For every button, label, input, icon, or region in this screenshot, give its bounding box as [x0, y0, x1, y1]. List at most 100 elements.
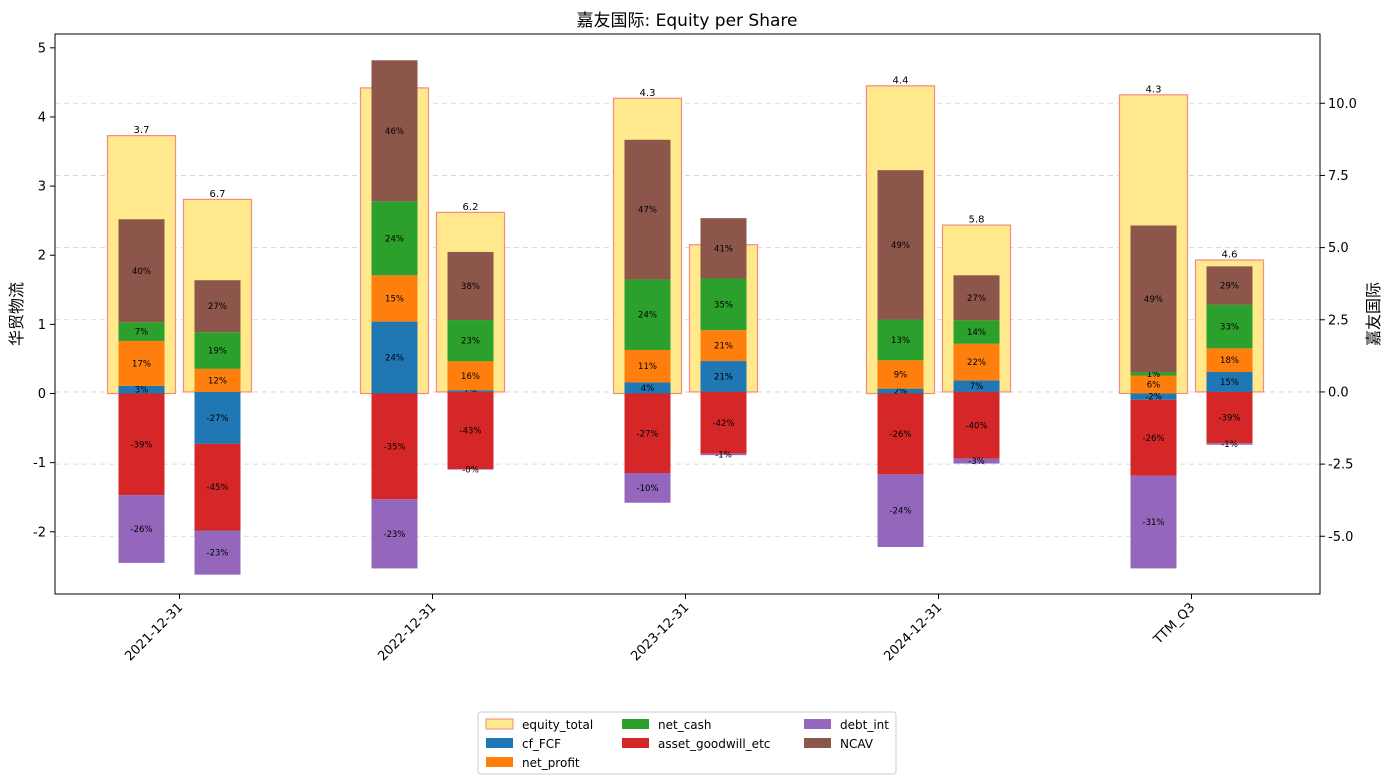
net_profit-pct-label-left-4: 6%: [1147, 381, 1161, 391]
NCAV-segment-left-2: [624, 139, 671, 280]
net_cash-pct-label-right-0: 19%: [208, 347, 227, 357]
equity-total-label-right-0: 6.7: [210, 189, 226, 200]
cf_FCF-pct-label-right-4: 15%: [1220, 378, 1239, 388]
legend-swatch-net_cash: [622, 719, 649, 729]
net_cash-segment-left-3: [877, 319, 924, 361]
NCAV-pct-label-right-2: 41%: [714, 244, 733, 254]
asset_goodwill_etc-pct-label-right-3: -40%: [966, 421, 988, 431]
left-tick-label: 1: [38, 318, 46, 333]
cf_FCF-pct-label-right-2: 21%: [714, 372, 733, 382]
asset_goodwill_etc-segment-left-1: [371, 393, 418, 500]
debt_int-pct-label-right-0: -23%: [207, 549, 229, 559]
legend-box: [477, 711, 897, 775]
net_cash-pct-label-right-1: 23%: [461, 337, 480, 347]
net_profit-segment-left-2: [624, 349, 671, 383]
cf_FCF-pct-label-right-0: -27%: [207, 414, 229, 424]
NCAV-segment-right-4: [1206, 266, 1253, 305]
x-tick-label: 2021-12-31: [122, 600, 186, 664]
net_cash-segment-right-3: [953, 320, 1000, 344]
right-tick-label: 0.0: [1328, 385, 1349, 400]
NCAV-pct-label-right-1: 38%: [461, 282, 480, 292]
cf_FCF-pct-label-left-2: 4%: [641, 384, 655, 394]
right-axis: -5.0 -2.5 0.0 2.5 5.0 7.5 10.0: [1320, 97, 1357, 545]
asset_goodwill_etc-pct-label-right-2: -42%: [713, 419, 735, 429]
net_profit-segment-left-0: [118, 340, 165, 386]
right-tick-label: 5.0: [1328, 241, 1349, 256]
cf_FCF-segment-left-1: [371, 321, 418, 394]
legend-swatch-cf_FCF: [486, 738, 513, 748]
cf_FCF-pct-label-left-0: 3%: [135, 386, 149, 396]
x-tick-label: TTM_Q3: [1150, 600, 1198, 648]
equity-total-label-right-4: 4.6: [1222, 250, 1238, 261]
net_cash-segment-right-0: [194, 332, 241, 369]
asset_goodwill_etc-segment-left-2: [624, 393, 671, 474]
NCAV-pct-label-right-4: 29%: [1220, 282, 1239, 292]
left-tick-label: 3: [38, 180, 46, 195]
net_profit-pct-label-right-4: 18%: [1220, 356, 1239, 366]
cf_FCF-segment-left-3: [877, 388, 924, 394]
asset_goodwill_etc-pct-label-left-3: -26%: [890, 430, 912, 440]
asset_goodwill_etc-pct-label-left-0: -39%: [131, 440, 153, 450]
net_profit-segment-left-1: [371, 275, 418, 322]
net_profit-pct-label-left-3: 9%: [894, 370, 908, 380]
NCAV-segment-right-1: [447, 251, 494, 321]
NCAV-segment-right-3: [953, 275, 1000, 321]
NCAV-pct-label-left-0: 40%: [132, 267, 151, 277]
asset_goodwill_etc-segment-left-0: [118, 393, 165, 496]
debt_int-pct-label-left-2: -10%: [637, 484, 659, 494]
legend-label-debt_int: debt_int: [840, 718, 889, 732]
net_cash-pct-label-right-3: 14%: [967, 328, 986, 338]
net_cash-segment-left-0: [118, 322, 165, 341]
asset_goodwill_etc-segment-left-3: [877, 393, 924, 475]
asset_goodwill_etc-pct-label-left-2: -27%: [637, 429, 659, 439]
asset_goodwill_etc-segment-left-4: [1130, 399, 1177, 476]
legend-label-net_cash: net_cash: [658, 718, 712, 732]
debt_int-pct-label-left-4: -31%: [1143, 518, 1165, 528]
x-tick-label: 2024-12-31: [881, 600, 945, 664]
NCAV-segment-left-3: [877, 170, 924, 320]
asset_goodwill_etc-pct-label-right-1: -43%: [460, 426, 482, 436]
net_cash-segment-left-2: [624, 279, 671, 350]
debt_int-segment-left-2: [624, 473, 671, 503]
asset_goodwill_etc-segment-right-3: [953, 391, 1000, 459]
equity-total-label-left-0: 3.7: [134, 125, 150, 136]
cf_FCF-segment-left-4: [1130, 393, 1177, 400]
cf_FCF-pct-label-left-4: -2%: [1145, 393, 1162, 403]
left-tick-label: 5: [38, 41, 46, 56]
debt_int-pct-label-left-1: -23%: [384, 530, 406, 540]
NCAV-pct-label-left-4: 49%: [1144, 295, 1163, 305]
asset_goodwill_etc-pct-label-right-4: -39%: [1219, 414, 1241, 424]
debt_int-segment-right-2: [700, 453, 747, 456]
debt_int-pct-label-right-1: -0%: [462, 465, 479, 475]
net_profit-pct-label-right-3: 22%: [967, 358, 986, 368]
left-tick-label: 4: [38, 110, 46, 125]
right-tick-label: -2.5: [1328, 458, 1353, 473]
net_cash-segment-right-1: [447, 320, 494, 362]
legend-swatch-NCAV: [804, 738, 831, 748]
right-tick-label: 10.0: [1328, 97, 1357, 112]
net_profit-segment-left-3: [877, 360, 924, 389]
net_cash-segment-left-1: [371, 201, 418, 276]
x-axis: 2021-12-31 2022-12-31 2023-12-31 2024-12-31…: [122, 594, 1198, 664]
debt_int-segment-right-4: [1206, 443, 1253, 445]
net_cash-pct-label-left-0: 7%: [135, 328, 149, 338]
equity-total-label-left-2: 4.3: [640, 88, 656, 99]
net_profit-pct-label-right-2: 21%: [714, 342, 733, 352]
x-tick-label: 2022-12-31: [375, 600, 439, 664]
net_profit-pct-label-left-2: 11%: [638, 362, 657, 372]
NCAV-pct-label-left-3: 49%: [891, 241, 910, 251]
plot-frame: [54, 33, 1321, 595]
debt_int-pct-label-right-2: -1%: [715, 450, 732, 460]
cf_FCF-pct-label-left-3: 2%: [894, 387, 908, 397]
legend: equity_total cf_FCF net_profit net_cashasse…: [477, 711, 897, 775]
left-axis: -2 -1 0 1 2 3 4 5: [33, 41, 55, 540]
legend-label-asset_goodwill_etc: asset_goodwill_etc: [658, 737, 770, 751]
cf_FCF-segment-right-2: [700, 361, 747, 392]
NCAV-segment-left-1: [371, 60, 418, 202]
net_profit-segment-right-4: [1206, 348, 1253, 373]
debt_int-pct-label-right-4: -1%: [1221, 440, 1238, 450]
NCAV-segment-left-4: [1130, 225, 1177, 373]
legend-label-cf_FCF: cf_FCF: [522, 737, 561, 751]
asset_goodwill_etc-segment-right-2: [700, 391, 747, 454]
